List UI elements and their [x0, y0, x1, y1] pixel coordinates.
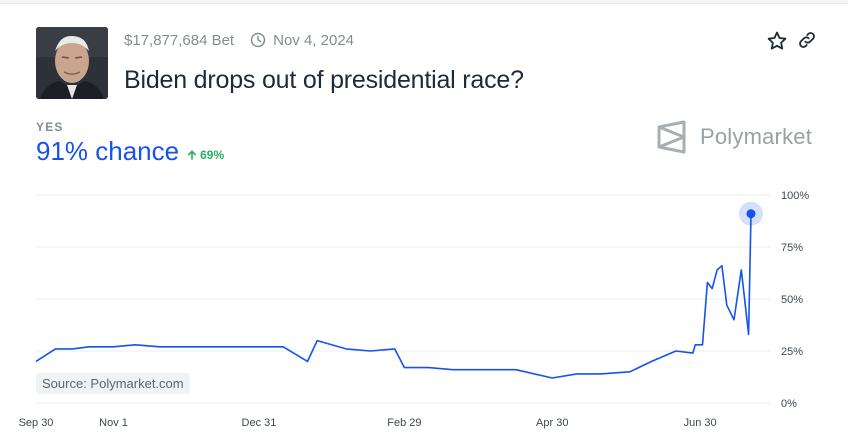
top-bar: [0, 0, 848, 4]
y-tick-label: 25%: [781, 346, 803, 358]
market-title: Biden drops out of presidential race?: [124, 66, 524, 94]
brand-name: Polymarket: [700, 124, 813, 149]
link-icon[interactable]: [797, 30, 817, 50]
x-tick-label: Sep 30: [19, 417, 54, 429]
y-tick-label: 75%: [781, 242, 803, 254]
y-tick-label: 0%: [781, 398, 797, 410]
source-label: Source: Polymarket.com: [36, 373, 190, 394]
x-tick-label: Jun 30: [684, 417, 717, 429]
market-image: [36, 27, 108, 99]
clock-icon: [250, 32, 266, 48]
end-date: Nov 4, 2024: [273, 31, 354, 49]
outcome-label: YES: [36, 120, 64, 134]
change-value: 69%: [200, 148, 225, 162]
x-tick-label: Apr 30: [536, 417, 568, 429]
y-tick-label: 100%: [781, 190, 809, 202]
price-line: [35, 213, 752, 379]
volume-text: $17,877,684 Bet: [124, 31, 235, 49]
market-meta: $17,877,684 Bet Nov 4, 2024: [124, 31, 354, 49]
x-tick-label: Feb 29: [387, 417, 421, 429]
price-chart: 100% 75% 50% 25% 0% Sep 30 Nov 1 Dec 31 Feb 29 Ap…: [19, 190, 810, 429]
y-tick-label: 50%: [781, 294, 803, 306]
last-point: [746, 209, 756, 219]
x-tick-label: Nov 1: [99, 417, 128, 429]
polymarket-logo-icon: [657, 120, 686, 154]
change-badge: 69%: [187, 148, 224, 162]
chance-value: 91% chance: [36, 136, 180, 166]
x-tick-label: Dec 31: [242, 417, 277, 429]
chance-row: 91% chance 69%: [36, 136, 224, 167]
star-icon[interactable]: [766, 30, 788, 52]
brand: Polymarket: [656, 120, 812, 154]
arrow-up-icon: [188, 150, 197, 160]
